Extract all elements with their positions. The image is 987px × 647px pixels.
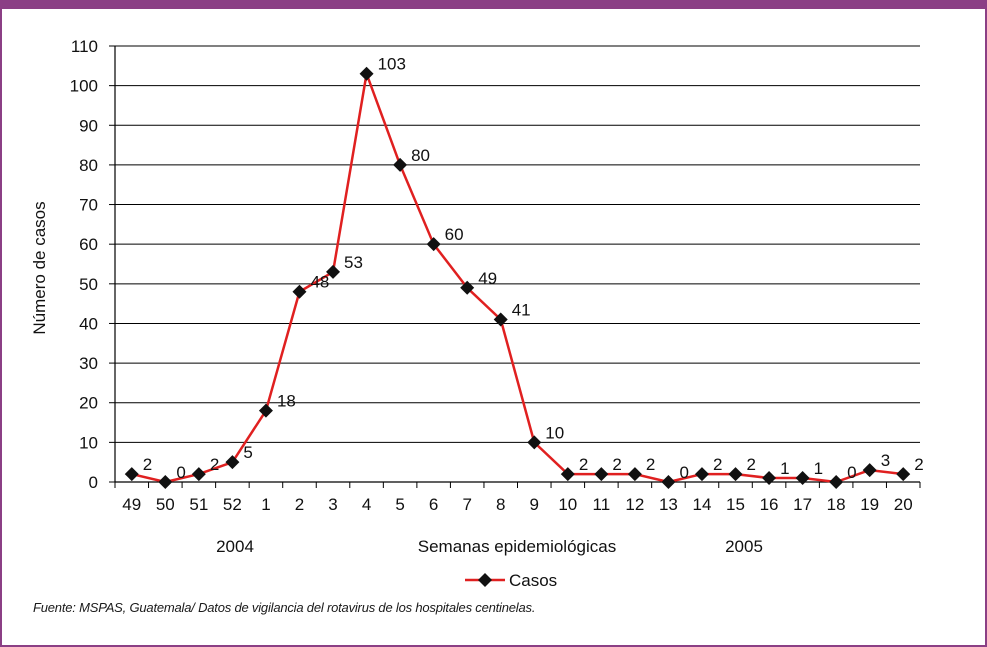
x-tick-label-4: 4: [362, 495, 371, 514]
data-label-11: 2: [612, 455, 621, 474]
y-axis-ticks: 0 10 20 30 40 50 60 70 80 90 100 110: [70, 37, 115, 492]
data-point-12: [627, 467, 642, 482]
data-point-14: [694, 467, 709, 482]
data-label-2: 48: [310, 273, 329, 292]
data-label-15: 2: [747, 455, 756, 474]
y-tick-label-30: 30: [79, 354, 98, 373]
data-label-5: 80: [411, 146, 430, 165]
series-casos: [124, 66, 911, 489]
x-tick-label-51: 51: [189, 495, 208, 514]
data-point-8: [493, 312, 508, 327]
x-tick-label-5: 5: [395, 495, 404, 514]
x-tick-label-49: 49: [122, 495, 141, 514]
data-label-8: 41: [512, 300, 531, 319]
data-point-1: [258, 403, 273, 418]
data-point-11: [594, 467, 609, 482]
data-point-18: [829, 475, 844, 489]
data-label-16: 1: [780, 459, 789, 478]
data-point-10: [560, 467, 575, 482]
x-tick-label-9: 9: [530, 495, 539, 514]
y-tick-label-60: 60: [79, 235, 98, 254]
x-axis-ticks: 49 50 51 52 1 2 3 4 5 6 7 8 9 10 11 12 13 14 15 16 17 18 19 20: [114, 482, 921, 514]
y-tick-label-90: 90: [79, 116, 98, 135]
x-tick-label-20: 20: [894, 495, 913, 514]
legend-marker: [478, 573, 492, 587]
legend-label-casos: Casos: [509, 571, 557, 590]
x-tick-label-17: 17: [793, 495, 812, 514]
data-label-19: 3: [881, 451, 890, 470]
x-tick-label-7: 7: [462, 495, 471, 514]
data-point-7: [460, 280, 475, 295]
data-point-5: [393, 157, 408, 172]
source-note: Fuente: MSPAS, Guatemala/ Datos de vigil…: [33, 600, 536, 615]
y-axis-title: Número de casos: [30, 201, 49, 334]
gridlines: [115, 45, 920, 443]
data-label-51: 2: [210, 455, 219, 474]
x-tick-label-1: 1: [261, 495, 270, 514]
x-tick-label-3: 3: [328, 495, 337, 514]
data-point-49: [124, 467, 139, 482]
x-tick-label-8: 8: [496, 495, 505, 514]
x-tick-label-13: 13: [659, 495, 678, 514]
data-label-1: 18: [277, 392, 296, 411]
y-tick-label-20: 20: [79, 394, 98, 413]
data-point-4: [359, 66, 374, 81]
y-tick-label-110: 110: [71, 37, 98, 56]
data-point-52: [225, 455, 240, 470]
year-label-2004: 2004: [216, 537, 254, 556]
data-label-49: 2: [143, 455, 152, 474]
data-point-3: [326, 264, 341, 279]
y-tick-label-50: 50: [79, 275, 98, 294]
data-label-52: 5: [243, 443, 252, 462]
x-tick-label-10: 10: [558, 495, 577, 514]
x-tick-label-15: 15: [726, 495, 745, 514]
data-point-19: [862, 463, 877, 478]
y-tick-label-10: 10: [79, 433, 98, 452]
data-label-13: 0: [679, 463, 688, 482]
data-label-18: 0: [847, 463, 856, 482]
y-tick-label-70: 70: [79, 196, 98, 215]
data-point-20: [896, 467, 911, 482]
x-tick-label-52: 52: [223, 495, 242, 514]
x-tick-label-14: 14: [693, 495, 712, 514]
x-tick-label-2: 2: [295, 495, 304, 514]
y-tick-label-80: 80: [79, 156, 98, 175]
data-label-50: 0: [176, 463, 185, 482]
x-tick-label-50: 50: [156, 495, 175, 514]
y-tick-label-40: 40: [79, 314, 98, 333]
data-label-12: 2: [646, 455, 655, 474]
data-label-9: 10: [545, 423, 564, 442]
data-point-15: [728, 467, 743, 482]
data-label-4: 103: [378, 55, 406, 74]
data-label-17: 1: [814, 459, 823, 478]
series-line-casos: [131, 72, 904, 484]
data-point-6: [426, 237, 441, 252]
x-tick-label-11: 11: [593, 495, 611, 514]
x-axis-title: Semanas epidemiológicas: [418, 537, 616, 556]
data-point-13: [661, 475, 676, 489]
data-label-10: 2: [579, 455, 588, 474]
x-tick-label-18: 18: [827, 495, 846, 514]
data-point-51: [191, 467, 206, 482]
data-point-16: [762, 471, 777, 486]
x-tick-label-19: 19: [860, 495, 879, 514]
y-tick-label-100: 100: [70, 77, 98, 96]
y-tick-label-0: 0: [89, 473, 98, 492]
x-tick-label-6: 6: [429, 495, 438, 514]
legend: Casos: [465, 571, 557, 590]
data-point-2: [292, 284, 307, 299]
year-label-2005: 2005: [725, 537, 763, 556]
data-label-20: 2: [914, 455, 923, 474]
data-point-17: [795, 471, 810, 486]
data-label-7: 49: [478, 269, 497, 288]
data-point-50: [158, 475, 173, 489]
x-tick-label-12: 12: [625, 495, 644, 514]
data-label-6: 60: [445, 225, 464, 244]
data-label-3: 53: [344, 253, 363, 272]
data-label-14: 2: [713, 455, 722, 474]
data-point-9: [527, 435, 542, 450]
x-tick-label-16: 16: [760, 495, 779, 514]
